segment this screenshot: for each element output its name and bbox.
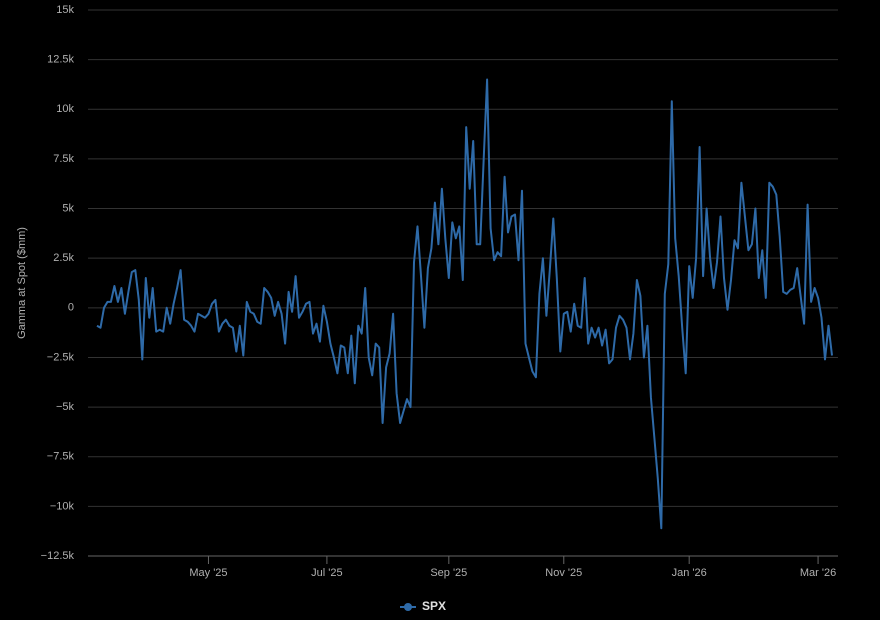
y-tick-label: −2.5k xyxy=(47,351,75,363)
x-tick-label: Nov '25 xyxy=(545,567,582,579)
legend-label: SPX xyxy=(422,599,446,613)
x-tick-label: Jan '26 xyxy=(672,567,707,579)
y-tick-label: 7.5k xyxy=(53,153,74,165)
y-tick-label: 15k xyxy=(56,4,74,16)
y-tick-label: 10k xyxy=(56,103,74,115)
y-tick-label: 12.5k xyxy=(47,54,74,66)
x-tick-label: Sep '25 xyxy=(430,567,467,579)
legend-marker xyxy=(404,603,412,611)
y-tick-label: −5k xyxy=(56,401,75,413)
y-tick-label: 2.5k xyxy=(53,252,74,264)
y-tick-label: −12.5k xyxy=(41,550,75,562)
x-tick-label: Mar '26 xyxy=(800,567,836,579)
y-axis-title: Gamma at Spot ($mm) xyxy=(16,227,28,339)
y-tick-label: 0 xyxy=(68,302,74,314)
y-tick-label: 5k xyxy=(62,202,74,214)
y-tick-label: −7.5k xyxy=(47,451,75,463)
x-tick-label: May '25 xyxy=(189,567,227,579)
data-line xyxy=(96,78,833,530)
y-tick-label: −10k xyxy=(50,500,75,512)
x-tick-label: Jul '25 xyxy=(311,567,342,579)
